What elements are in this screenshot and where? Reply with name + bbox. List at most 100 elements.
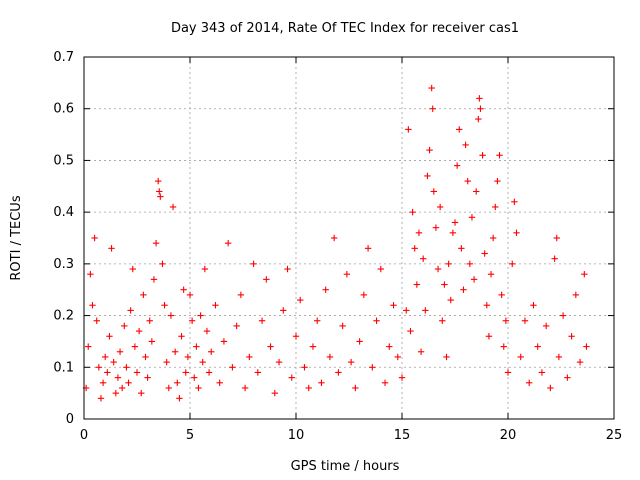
data-point [517, 353, 524, 361]
data-point [403, 307, 410, 314]
data-point [237, 291, 245, 299]
data-point [161, 302, 168, 309]
data-point [489, 234, 497, 242]
data-point [216, 379, 223, 386]
data-point [87, 271, 94, 278]
data-point [104, 369, 111, 376]
x-tick-label: 15 [394, 428, 411, 443]
data-point [360, 291, 368, 299]
data-point [547, 384, 554, 392]
data-point [178, 333, 185, 340]
data-point [201, 265, 209, 273]
data-point [468, 214, 476, 221]
data-point [559, 312, 567, 319]
x-tick-label: 20 [500, 428, 517, 443]
data-point [479, 152, 486, 159]
data-point [275, 358, 283, 366]
data-point [184, 353, 192, 361]
data-point [381, 379, 389, 386]
data-point [156, 188, 163, 195]
x-tick-label: 0 [80, 428, 88, 443]
y-tick-label: 0.7 [53, 50, 74, 65]
data-point [131, 343, 139, 350]
data-point [229, 364, 236, 371]
y-tick-label: 0.3 [53, 257, 74, 272]
data-point [364, 245, 372, 252]
gridlines [84, 57, 614, 419]
data-point [498, 291, 505, 299]
data-point [492, 203, 499, 211]
x-tick-label: 10 [288, 428, 305, 443]
data-point [97, 395, 105, 402]
data-point [447, 296, 454, 304]
data-point [542, 322, 550, 330]
data-point [220, 338, 228, 345]
data-point [494, 177, 501, 185]
data-point [123, 364, 130, 371]
data-point [186, 291, 194, 299]
y-tick-label: 0.2 [53, 309, 74, 324]
data-point [504, 369, 512, 376]
data-point [553, 234, 560, 242]
x-axis-label: GPS time / hours [291, 459, 400, 474]
data-point [127, 307, 134, 314]
data-point [470, 276, 478, 283]
data-point [462, 141, 469, 149]
data-point [407, 327, 414, 335]
data-point [205, 369, 213, 376]
data-point [476, 95, 483, 102]
data-point [318, 379, 325, 386]
data-point [133, 369, 141, 376]
data-point [424, 172, 431, 180]
data-point [335, 369, 342, 376]
data-point [171, 348, 179, 355]
data-point [466, 260, 474, 268]
data-point [432, 224, 440, 231]
data-point [85, 343, 92, 350]
data-point [453, 162, 461, 169]
data-point [398, 374, 406, 381]
data-point [390, 302, 397, 309]
data-point [347, 358, 355, 366]
data-point [511, 198, 518, 205]
data-point [409, 208, 416, 216]
data-point [224, 239, 232, 247]
data-point [458, 245, 465, 252]
data-point [521, 317, 529, 324]
y-tick-label: 0.5 [53, 153, 74, 168]
data-point [125, 379, 132, 386]
data-point [430, 188, 437, 195]
chart-title: Day 343 of 2014, Rate Of TEC Index for r… [171, 21, 519, 36]
data-point [114, 374, 122, 381]
data-point [267, 343, 274, 350]
data-point [135, 327, 143, 335]
data-point [377, 265, 384, 273]
data-point [509, 260, 516, 268]
data-point [487, 271, 495, 278]
data-point [199, 358, 206, 366]
data-point [241, 384, 249, 392]
data-point [417, 348, 425, 355]
data-point [110, 358, 117, 366]
data-point [502, 317, 510, 324]
data-point [464, 177, 471, 185]
data-point [426, 146, 433, 154]
data-point [102, 353, 109, 361]
data-point [140, 291, 147, 299]
data-point [180, 286, 187, 293]
data-point [343, 271, 351, 278]
data-point [436, 203, 444, 211]
data-point [405, 126, 412, 133]
data-point [182, 369, 189, 376]
data-point [373, 317, 380, 324]
data-point [89, 302, 96, 309]
y-tick-label: 0 [66, 412, 74, 427]
data-point [568, 333, 575, 340]
data-point [246, 353, 253, 361]
data-point [451, 219, 459, 226]
data-point [413, 281, 421, 288]
data-point [369, 364, 376, 371]
data-point [195, 384, 202, 392]
data-point [193, 343, 200, 350]
